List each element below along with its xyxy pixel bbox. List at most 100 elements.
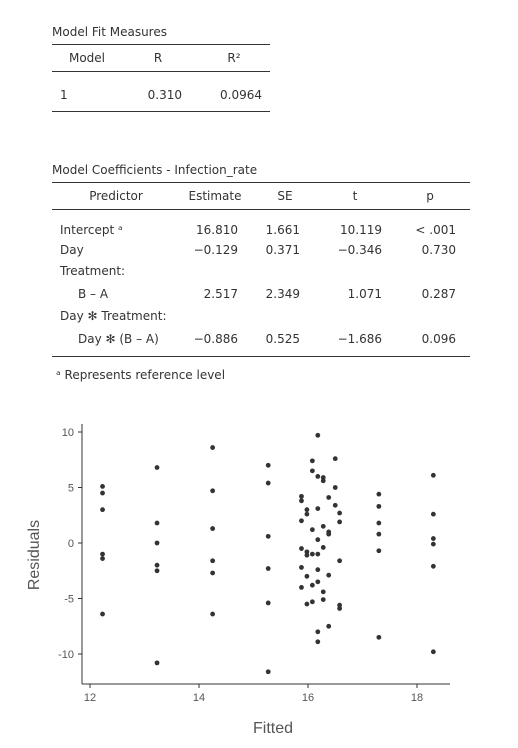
data-point <box>154 660 160 666</box>
data-point <box>304 549 310 555</box>
coef-p: 0.096 <box>421 332 456 346</box>
data-point <box>337 602 343 608</box>
coef-estimate: −0.886 <box>193 332 238 346</box>
data-point <box>315 551 321 557</box>
coef-se: 0.371 <box>265 243 300 257</box>
data-point <box>309 527 315 533</box>
y-tick-label: -10 <box>58 649 74 661</box>
coef-table-bottom-rule <box>52 356 470 357</box>
coef-header-se: SE <box>277 189 293 203</box>
data-point <box>210 570 216 576</box>
fit-table-title: Model Fit Measures <box>52 25 167 39</box>
fit-cell-r: 0.310 <box>147 88 182 102</box>
coef-predictor: Day ✻ (B – A) <box>78 332 159 346</box>
data-point <box>154 562 160 568</box>
y-tick-label: 10 <box>62 427 74 439</box>
data-point <box>100 556 105 561</box>
data-point <box>100 551 105 557</box>
plot-points <box>100 432 436 675</box>
y-tick-label: -5 <box>64 594 74 606</box>
data-point <box>320 475 326 480</box>
y-tick-label: 0 <box>68 538 74 550</box>
data-point <box>304 552 310 558</box>
y-axis-label: Residuals <box>26 520 43 590</box>
data-point <box>430 649 436 655</box>
data-point <box>299 518 304 524</box>
fit-table-top-rule <box>52 44 270 45</box>
x-tick-label: 18 <box>411 692 423 704</box>
data-point <box>332 502 338 508</box>
data-point <box>376 503 382 509</box>
coef-p: 0.730 <box>421 243 456 257</box>
coef-predictor: Day <box>60 243 84 257</box>
data-point <box>210 526 216 531</box>
fit-header-r: R <box>153 51 163 65</box>
data-point <box>337 606 343 611</box>
data-point <box>376 520 382 526</box>
data-point <box>154 540 160 546</box>
data-point <box>430 541 436 547</box>
data-point <box>320 523 326 529</box>
data-point <box>337 510 343 516</box>
data-point <box>100 507 105 513</box>
data-point <box>326 531 332 537</box>
data-point <box>315 506 321 511</box>
x-axis-label: Fitted <box>253 720 293 737</box>
data-point <box>265 533 271 539</box>
coef-estimate: 16.810 <box>196 223 238 237</box>
x-tick-label: 12 <box>84 692 96 704</box>
coef-p: < .001 <box>415 223 456 237</box>
data-point <box>315 639 321 645</box>
coef-estimate: −0.129 <box>193 243 238 257</box>
data-point <box>376 548 382 554</box>
coef-header-predictor: Predictor <box>89 189 143 203</box>
fit-table-bottom-rule <box>52 111 270 112</box>
data-point <box>304 507 310 513</box>
data-point <box>320 589 326 595</box>
x-tick-label: 14 <box>193 692 205 704</box>
data-point <box>304 573 310 579</box>
data-point <box>299 565 304 570</box>
coef-t: −0.346 <box>337 243 382 257</box>
data-point <box>332 485 338 490</box>
data-point <box>299 498 304 504</box>
coef-predictor: Treatment: <box>60 264 126 278</box>
coef-se: 0.525 <box>265 332 300 346</box>
coef-table-header-rule <box>52 209 470 210</box>
coef-t: 1.071 <box>347 287 382 301</box>
data-point <box>100 483 105 489</box>
data-point <box>326 623 332 629</box>
coef-predictor: Intercept ᵃ <box>60 223 123 237</box>
data-point <box>430 511 436 517</box>
data-point <box>299 546 304 551</box>
data-point <box>376 491 382 497</box>
data-point <box>337 558 343 564</box>
x-tick-label: 16 <box>302 692 314 704</box>
data-point <box>304 601 310 607</box>
data-point <box>309 551 315 557</box>
data-point <box>210 445 216 450</box>
coef-t: −1.686 <box>337 332 382 346</box>
data-point <box>430 563 436 569</box>
data-point <box>320 597 326 603</box>
data-point <box>100 611 105 617</box>
coef-header-estimate: Estimate <box>188 189 242 203</box>
data-point <box>315 629 321 635</box>
data-point <box>265 669 271 675</box>
data-point <box>320 545 326 550</box>
data-point <box>320 478 326 484</box>
data-point <box>309 582 315 588</box>
fit-cell-model: 1 <box>60 88 68 102</box>
coef-predictor: Day ✻ Treatment: <box>60 309 167 323</box>
y-tick-label: 5 <box>68 483 74 495</box>
data-point <box>265 566 271 571</box>
fit-header-r2: R² <box>227 51 241 65</box>
data-point <box>210 611 216 617</box>
data-point <box>315 537 321 543</box>
data-point <box>315 432 321 438</box>
coef-p: 0.287 <box>421 287 456 301</box>
coef-predictor: B – A <box>78 287 109 301</box>
fit-table-header-rule <box>52 71 270 72</box>
fit-cell-r2: 0.0964 <box>220 88 262 102</box>
data-point <box>376 634 382 640</box>
